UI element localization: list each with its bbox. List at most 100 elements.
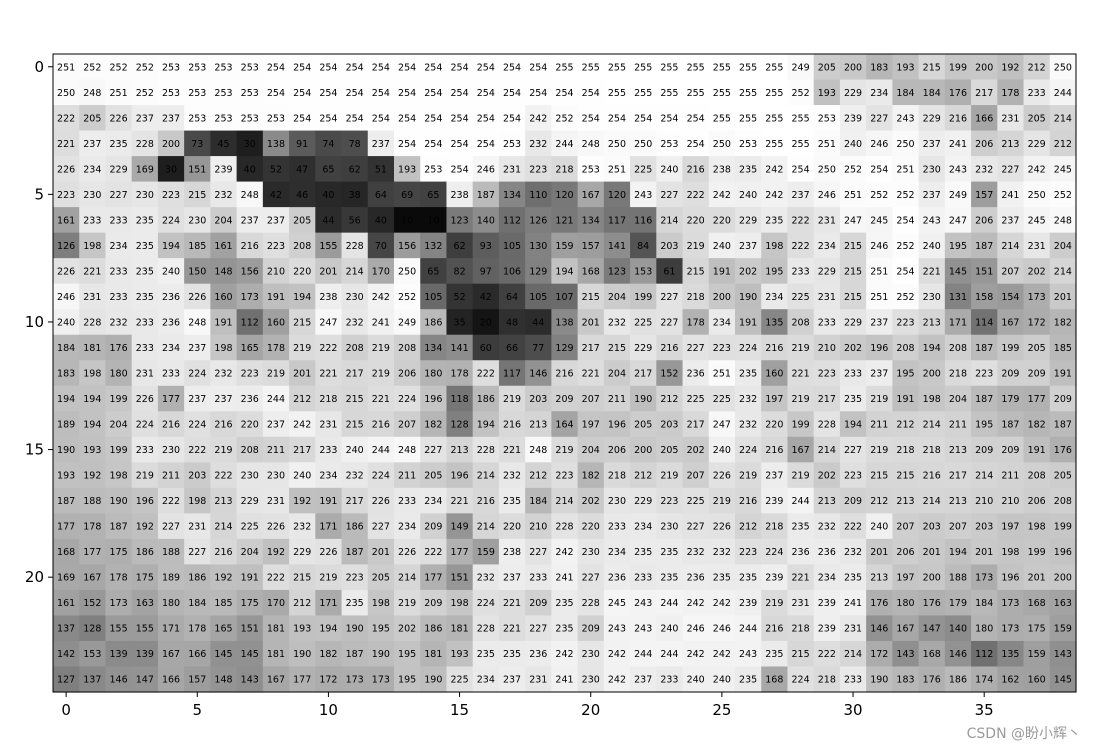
cell-value-label: 198 xyxy=(110,471,128,482)
cell-value-label: 46 xyxy=(296,190,308,201)
heatmap-cell xyxy=(735,589,762,617)
heatmap-cell xyxy=(420,538,448,565)
cell-value-label: 254 xyxy=(477,88,495,99)
cell-value-label: 227 xyxy=(529,547,547,558)
heatmap-cell xyxy=(603,564,631,591)
heatmap-cell xyxy=(262,513,290,540)
cell-value-label: 241 xyxy=(949,139,967,150)
heatmap-cell xyxy=(551,334,579,361)
cell-value-label: 240 xyxy=(660,624,678,635)
cell-value-label: 231 xyxy=(1028,241,1046,252)
cell-value-label: 74 xyxy=(322,139,334,150)
heatmap-cell xyxy=(420,232,448,259)
heatmap-cell xyxy=(944,589,972,617)
cell-value-label: 226 xyxy=(57,164,75,175)
heatmap-cell xyxy=(971,462,998,489)
heatmap-cell xyxy=(157,436,185,463)
cell-value-label: 175 xyxy=(110,547,128,558)
cell-value-label: 207 xyxy=(949,522,967,533)
cell-value-label: 233 xyxy=(136,343,154,354)
heatmap-cell xyxy=(682,54,710,81)
cell-value-label: 141 xyxy=(608,241,626,252)
cell-value-label: 255 xyxy=(634,88,652,99)
cell-value-label: 66 xyxy=(506,343,518,354)
heatmap-cell xyxy=(577,436,605,463)
cell-value-label: 247 xyxy=(319,317,337,328)
cell-value-label: 184 xyxy=(975,598,993,609)
heatmap-cell xyxy=(551,487,579,514)
cell-value-label: 232 xyxy=(293,522,311,533)
heatmap-cell xyxy=(498,487,526,514)
cell-value-label: 173 xyxy=(1001,624,1019,635)
cell-value-label: 227 xyxy=(660,292,678,303)
cell-value-label: 180 xyxy=(162,598,180,609)
heatmap-cell xyxy=(892,309,920,336)
cell-value-label: 233 xyxy=(110,266,128,277)
cell-value-label: 228 xyxy=(346,241,364,252)
heatmap-cell xyxy=(105,258,133,285)
heatmap-cell xyxy=(892,615,920,642)
heatmap-cell xyxy=(892,130,920,157)
heatmap-cell xyxy=(971,436,998,463)
cell-value-label: 248 xyxy=(83,88,101,99)
heatmap-cell xyxy=(918,462,946,489)
heatmap-cell xyxy=(420,360,448,387)
heatmap-cell xyxy=(630,666,657,693)
heatmap-cell xyxy=(367,156,395,183)
heatmap-cell xyxy=(236,564,264,591)
heatmap-cell xyxy=(289,283,316,310)
heatmap-cell xyxy=(315,360,343,387)
heatmap-cell xyxy=(892,232,920,259)
cell-value-label: 253 xyxy=(162,62,180,73)
cell-value-label: 248 xyxy=(582,139,600,150)
heatmap-cell xyxy=(892,79,920,106)
heatmap-cell xyxy=(708,436,736,463)
cell-value-label: 151 xyxy=(975,266,993,277)
heatmap-cell xyxy=(682,181,710,208)
heatmap-cell xyxy=(1023,462,1051,489)
cell-value-label: 255 xyxy=(792,113,810,124)
cell-value-label: 105 xyxy=(424,292,442,303)
heatmap-cell xyxy=(839,640,867,668)
heatmap-cell xyxy=(53,54,80,81)
cell-value-label: 235 xyxy=(792,522,810,533)
cell-value-label: 236 xyxy=(687,369,705,380)
cell-value-label: 249 xyxy=(398,317,416,328)
heatmap-cell xyxy=(787,54,815,81)
heatmap-cell xyxy=(761,666,789,693)
cell-value-label: 242 xyxy=(765,164,783,175)
heatmap-cell xyxy=(367,360,395,387)
heatmap-cell xyxy=(498,283,526,310)
heatmap-cell xyxy=(971,105,998,132)
cell-value-label: 191 xyxy=(241,573,259,584)
cell-value-label: 227 xyxy=(687,343,705,354)
heatmap-cell xyxy=(105,360,133,387)
cell-value-label: 219 xyxy=(398,598,416,609)
heatmap-cell xyxy=(446,54,474,81)
cell-value-label: 244 xyxy=(660,598,678,609)
cell-value-label: 228 xyxy=(818,420,836,431)
cell-value-label: 146 xyxy=(949,649,967,660)
heatmap-cell xyxy=(131,589,159,617)
heatmap-cell xyxy=(79,232,107,259)
heatmap-cell xyxy=(630,334,657,361)
heatmap-cell xyxy=(944,615,972,642)
cell-value-label: 239 xyxy=(818,624,836,635)
cell-value-label: 219 xyxy=(372,369,390,380)
heatmap-cell xyxy=(157,105,185,132)
cell-value-label: 40 xyxy=(322,190,334,201)
heatmap-cell xyxy=(525,564,552,591)
heatmap-cell xyxy=(289,411,316,438)
heatmap-cell xyxy=(105,232,133,259)
cell-value-label: 158 xyxy=(975,292,993,303)
cell-value-label: 204 xyxy=(582,445,600,456)
heatmap-cell xyxy=(498,462,526,489)
cell-value-label: 137 xyxy=(57,624,75,635)
cell-value-label: 161 xyxy=(214,241,232,252)
cell-value-label: 218 xyxy=(319,394,337,405)
cell-value-label: 252 xyxy=(136,62,154,73)
heatmap-cell xyxy=(236,181,264,208)
cell-value-label: 52 xyxy=(454,292,466,303)
cell-value-label: 197 xyxy=(582,420,600,431)
heatmap-cell xyxy=(341,564,369,591)
